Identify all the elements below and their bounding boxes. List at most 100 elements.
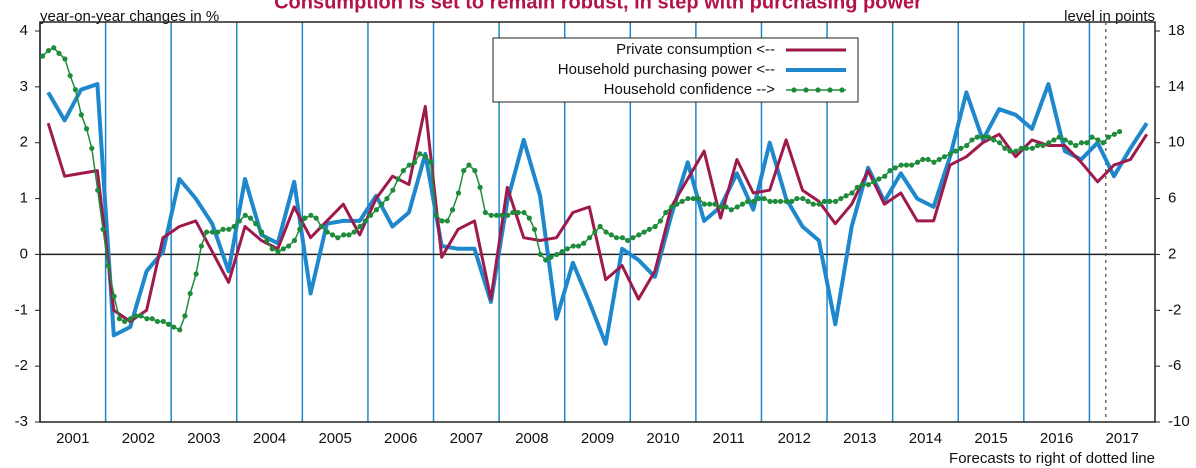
y-tick-label: 0 [20,245,28,262]
series-marker [341,232,347,238]
series-marker [477,184,483,190]
legend-swatch-marker [827,87,833,93]
series-marker [444,218,450,224]
series-marker [449,207,456,213]
series-marker [991,137,997,143]
x-tick-label: 2013 [843,430,876,447]
series-marker [1040,142,1046,149]
series-marker [346,232,352,238]
series-marker [395,176,401,182]
series-marker [592,229,598,235]
series-marker [111,293,117,299]
series-marker [641,229,647,235]
series-marker [941,154,948,160]
series-marker [575,243,582,249]
series-marker [56,50,62,56]
series-marker [259,229,265,235]
legend-swatch-marker [803,87,809,93]
series-marker [154,318,161,325]
series-marker [329,232,336,238]
legend-label: Household confidence --> [604,81,776,98]
series-marker [805,198,811,204]
series-marker [1051,137,1057,143]
series-marker [608,232,614,238]
series-marker [505,212,511,218]
series-marker [285,243,292,249]
series-marker [220,226,226,232]
series-marker [171,324,177,330]
series-marker [564,246,570,252]
series-marker [832,198,839,204]
series-marker [1084,140,1090,146]
y2-tick-label: 14 [1168,78,1185,95]
series-marker [745,198,751,204]
series-marker [1095,137,1101,143]
series-marker [827,198,833,204]
series-marker [974,134,980,140]
series-marker [739,201,746,207]
series-marker [482,209,488,216]
y2-tick-label: -10 [1168,413,1190,430]
series-marker [619,235,626,241]
series-marker [335,235,341,241]
series-marker [843,193,849,199]
series-marker [439,218,445,224]
series-marker [1056,134,1062,140]
series-marker [313,215,319,221]
x-tick-label: 2010 [646,430,679,447]
series-marker [1073,142,1079,149]
series-marker [548,254,554,260]
series-marker [379,201,385,207]
series-marker [269,246,275,252]
legend: Private consumption <-- Household purchas… [492,37,859,103]
series-marker [570,243,576,249]
series-marker [931,159,937,165]
series-marker [182,313,188,319]
series-marker [876,176,882,182]
series-marker [1007,148,1013,154]
y2-tick-label: 18 [1168,22,1185,39]
series-marker [384,195,390,202]
x-tick-label: 2007 [450,430,483,447]
series-marker [362,218,368,224]
series-marker [40,53,46,59]
series-marker [783,198,789,204]
series-marker [892,165,898,171]
legend-swatch-marker [839,87,845,93]
series-marker [909,162,915,168]
x-tick-label: 2002 [122,430,155,447]
series-marker [543,257,549,263]
series-marker [777,198,784,204]
series-marker [761,195,767,202]
series-marker [472,168,478,174]
y-tick-label: 1 [20,190,28,207]
series-marker [203,229,210,235]
series-marker [663,209,669,216]
x-tick-label: 2005 [318,430,351,447]
series-marker [581,240,587,246]
y-axis-label: year-on-year changes in % [40,8,219,25]
series-marker [499,212,505,218]
y2-tick-label: 6 [1168,190,1176,207]
series-marker [613,235,620,241]
y-tick-label: -3 [15,413,28,430]
series-marker [985,134,992,140]
series-marker [193,271,199,277]
series-marker [1116,128,1123,135]
series-marker [603,229,609,235]
series-marker [89,145,95,151]
series-marker [515,209,521,216]
series-marker [318,223,324,230]
series-marker [772,198,778,204]
series-marker [854,184,860,190]
series-marker [1013,148,1019,154]
series-marker [980,134,986,140]
y2-tick-label: 2 [1168,245,1176,262]
series-marker [695,195,702,202]
series-marker [690,195,696,202]
series-marker [925,156,931,163]
series-marker [838,195,844,202]
series-marker [62,56,68,62]
series-marker [1067,140,1073,146]
